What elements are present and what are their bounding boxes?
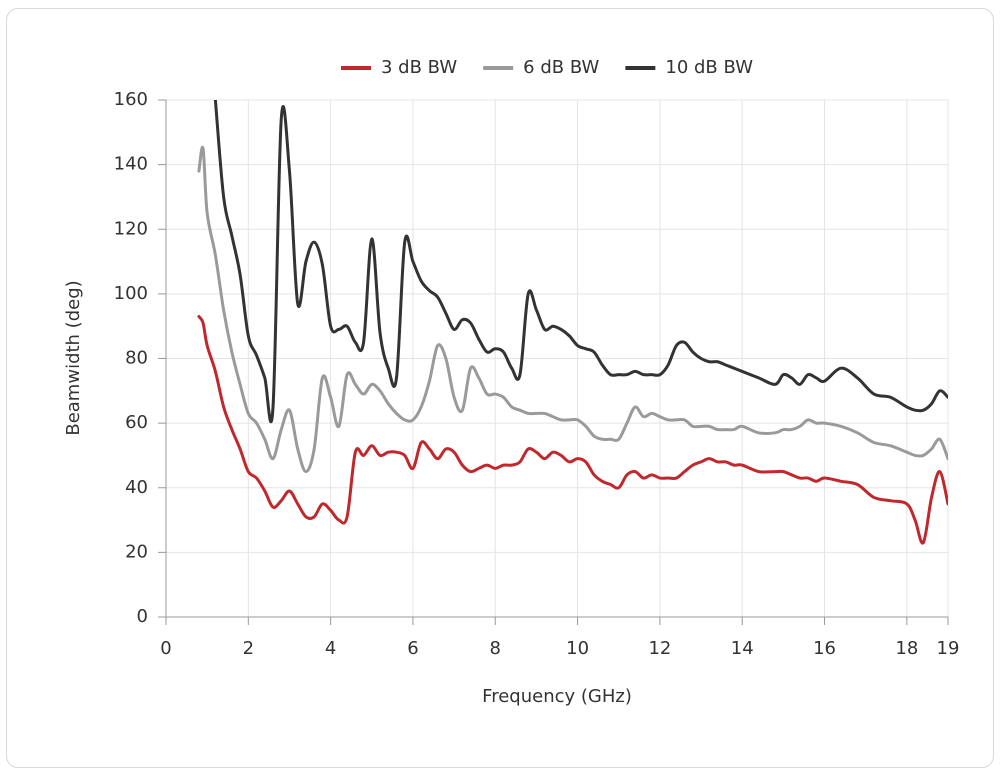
chart-card	[6, 8, 994, 768]
x-tick-label: 18	[895, 638, 918, 659]
legend-label: 3 dB BW	[381, 57, 457, 78]
x-tick-label: 10	[566, 638, 589, 659]
x-tick-label: 4	[325, 638, 336, 659]
y-axis-label: Beamwidth (deg)	[63, 280, 84, 435]
y-tick-label: 120	[114, 218, 148, 239]
series-line	[213, 100, 948, 424]
y-tick-label: 140	[114, 154, 148, 175]
x-tick-label: 14	[731, 638, 754, 659]
x-tick-label: 16	[813, 638, 836, 659]
chart: Frequency (GHz) Beamwidth (deg) 02040608…	[63, 57, 960, 707]
y-tick-label: 100	[114, 283, 148, 304]
series-line	[197, 145, 948, 474]
x-axis-label: Frequency (GHz)	[482, 686, 632, 707]
x-tick-label: 2	[243, 638, 254, 659]
y-tick-label: 160	[114, 89, 148, 110]
legend-label: 10 dB BW	[665, 57, 753, 78]
y-tick-label: 40	[125, 477, 148, 498]
x-tick-label: 12	[648, 638, 671, 659]
legend: 3 dB BW 6 dB BW 10 dB BW	[340, 57, 753, 78]
y-tick-label: 60	[125, 412, 148, 433]
series-line	[197, 314, 948, 545]
y-tick-label: 0	[137, 606, 148, 627]
page: {"chart_data": {"type": "line", "x_label…	[6, 8, 994, 768]
y-tick-label: 20	[125, 541, 148, 562]
legend-label: 6 dB BW	[523, 57, 599, 78]
x-tick-label: 6	[407, 638, 418, 659]
x-tick-label: 8	[490, 638, 501, 659]
y-tick-label: 80	[125, 348, 148, 369]
x-tick-label: 0	[160, 638, 171, 659]
x-tick-label: 19	[937, 638, 960, 659]
